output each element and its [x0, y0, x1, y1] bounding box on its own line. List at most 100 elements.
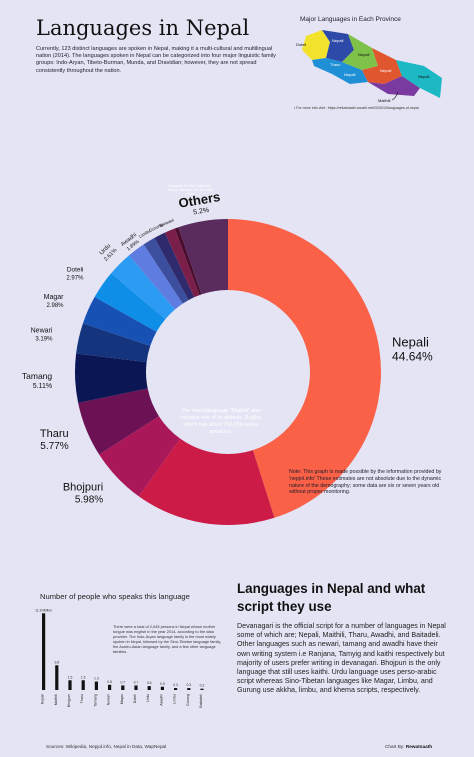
bar-doteli — [134, 685, 138, 690]
bar-maithili — [55, 665, 59, 690]
credit: Chart By: Rewatnaath — [385, 744, 432, 749]
map-label-madhesh: Maithili — [378, 98, 391, 103]
province-koshi — [396, 60, 442, 98]
bar-category-label: Magar — [120, 693, 124, 704]
bar-category-label: Doteli — [133, 694, 137, 703]
bar-magar — [121, 685, 125, 690]
bar-baitadeli — [200, 688, 204, 690]
bar-urdu — [147, 686, 151, 690]
map-label-lumbini-tharu: Tharu — [330, 62, 340, 67]
credit-name: Rewatnaath — [405, 744, 433, 749]
page-title: Languages in Nepal — [36, 16, 250, 40]
donut-slice-magar — [82, 296, 157, 346]
province-karnali — [322, 30, 354, 62]
bar-category-label: Tharu — [80, 694, 84, 703]
province-sudurpashchim — [302, 30, 330, 60]
donut-label-pct: 3.19% — [35, 336, 53, 342]
map-label-lumbini: Nepali — [344, 72, 355, 77]
map-footnote: • For more info visit : https://rekatnaa… — [294, 106, 419, 110]
center-note: The macrolanguage "Maithili" also contai… — [179, 408, 263, 435]
donut-label-pct: 2.97% — [66, 276, 84, 282]
donut-label-name: Newari — [31, 327, 53, 334]
script-section-title: Languages in Nepal and what script they … — [237, 581, 426, 614]
donut-label-magar: Magar 2.98% — [44, 294, 65, 309]
map-title: Major Languages in Each Province — [300, 16, 401, 23]
donut-label-gurung: Gurung — [148, 222, 164, 233]
bar-category-label: Tamang — [93, 694, 97, 707]
bar-value-label: 0.6 — [147, 681, 152, 685]
others-note-box: languages like Rai, Rajbanshi, Sherpa, S… — [167, 184, 213, 196]
donut-slice-bhojpuri — [99, 416, 181, 497]
donut-label-pct: 5.98% — [75, 494, 103, 505]
province-gandaki — [342, 34, 378, 70]
map-label-gandaki: Nepali — [358, 52, 369, 57]
donut-label-name: Baitadeli — [159, 217, 175, 228]
donut-label-newari: Newari 3.19% — [31, 327, 53, 342]
donut-slice-newari — [76, 323, 151, 363]
bar-awadhi — [160, 686, 164, 690]
donut-label-tamang: Tamang 5.11% — [22, 371, 53, 390]
donut-label-name: Tharu — [40, 428, 69, 440]
credit-prefix: Chart By: — [385, 744, 405, 749]
province-map: Doteli Nepali Nepali Tharu Nepali Nepali… — [296, 30, 442, 103]
others-note: languages like Rai, Rajbanshi, Sherpa, S… — [167, 184, 213, 196]
bar-newari — [108, 684, 112, 690]
donut-slice-others — [178, 219, 228, 295]
bar-limbu — [174, 688, 178, 690]
donut-slice-unlabeled — [174, 227, 202, 296]
donut-label-pct: 2.98% — [46, 303, 64, 309]
province-lumbini — [312, 58, 368, 84]
donut-label-name: Bhojpuri — [63, 481, 103, 493]
bar-value-label: 0.3 — [186, 683, 191, 687]
donut-slice-tharu — [78, 388, 159, 455]
donut-label-pct: 5.2% — [193, 207, 210, 217]
data-note: Note: This graph is made possible by the… — [289, 469, 442, 496]
bar-value-label: 0.2 — [200, 684, 205, 688]
bar-category-label: Gurung — [186, 694, 190, 706]
donut-label-name: Doteli — [67, 267, 84, 274]
donut-label-name: Magar — [44, 294, 65, 301]
donut-slice-tamang — [74, 353, 148, 403]
bar-nepali — [42, 613, 46, 690]
intro-text: Currently, 123 distinct languages are sp… — [36, 46, 276, 74]
bar-category-label: Nepali — [41, 694, 45, 704]
bar-category-label: Awadhi — [159, 694, 163, 706]
bar-tharu — [81, 680, 85, 690]
script-section-body: Devanagari is the official script for a … — [237, 622, 446, 695]
map-arrow — [391, 91, 399, 101]
bar-value-label: 1.5 — [68, 675, 73, 679]
bar-chart: 11.8 Million Nepali 3.8 Maithili 1.5 Bhojpuri… — [35, 608, 205, 707]
bar-value-label: 1.3 — [94, 677, 99, 681]
map-label-koshi: Nepali — [418, 74, 429, 79]
bar-category-label: Bhojpuri — [67, 694, 71, 707]
donut-label-name: Nepali — [392, 335, 429, 350]
donut-label-name: Tamang — [22, 371, 53, 381]
bar-value-label: 1.5 — [81, 675, 86, 679]
donut-label-pct: 5.77% — [40, 441, 68, 452]
donut-label-baitadeli: Baitadeli — [159, 217, 175, 228]
bar-value-label: 0.7 — [134, 680, 139, 684]
donut-slice-baitadeli — [164, 228, 200, 298]
bar-value-label: 0.3 — [173, 683, 178, 687]
donut-slice-maithili — [138, 438, 275, 525]
bar-value-label: 0.5 — [160, 682, 165, 686]
bar-bhojpuri — [68, 680, 72, 690]
bar-category-label: Maithili — [54, 694, 58, 705]
bar-value-label: 0.8 — [107, 680, 112, 684]
donut-label-name: Others — [177, 189, 221, 211]
donut-slice-limbu — [143, 237, 189, 304]
bar-value-label: 0.7 — [120, 680, 125, 684]
donut-label-pct: 5.11% — [33, 383, 52, 390]
bar-category-label: Newari — [107, 694, 111, 705]
donut-label-name: Limbu — [138, 228, 152, 239]
donut-label-pct: 44.64% — [392, 350, 433, 364]
donut-chart: Nepali44.64%Maithili14.66%Bhojpuri5.98%T… — [22, 184, 433, 525]
bar-category-label: Limbu — [173, 694, 177, 704]
bar-tamang — [94, 681, 98, 690]
sources: Sources: Wikipedia, Nepjol.info, Nepal i… — [46, 744, 167, 749]
bar-category-label: Urdu — [146, 694, 150, 702]
